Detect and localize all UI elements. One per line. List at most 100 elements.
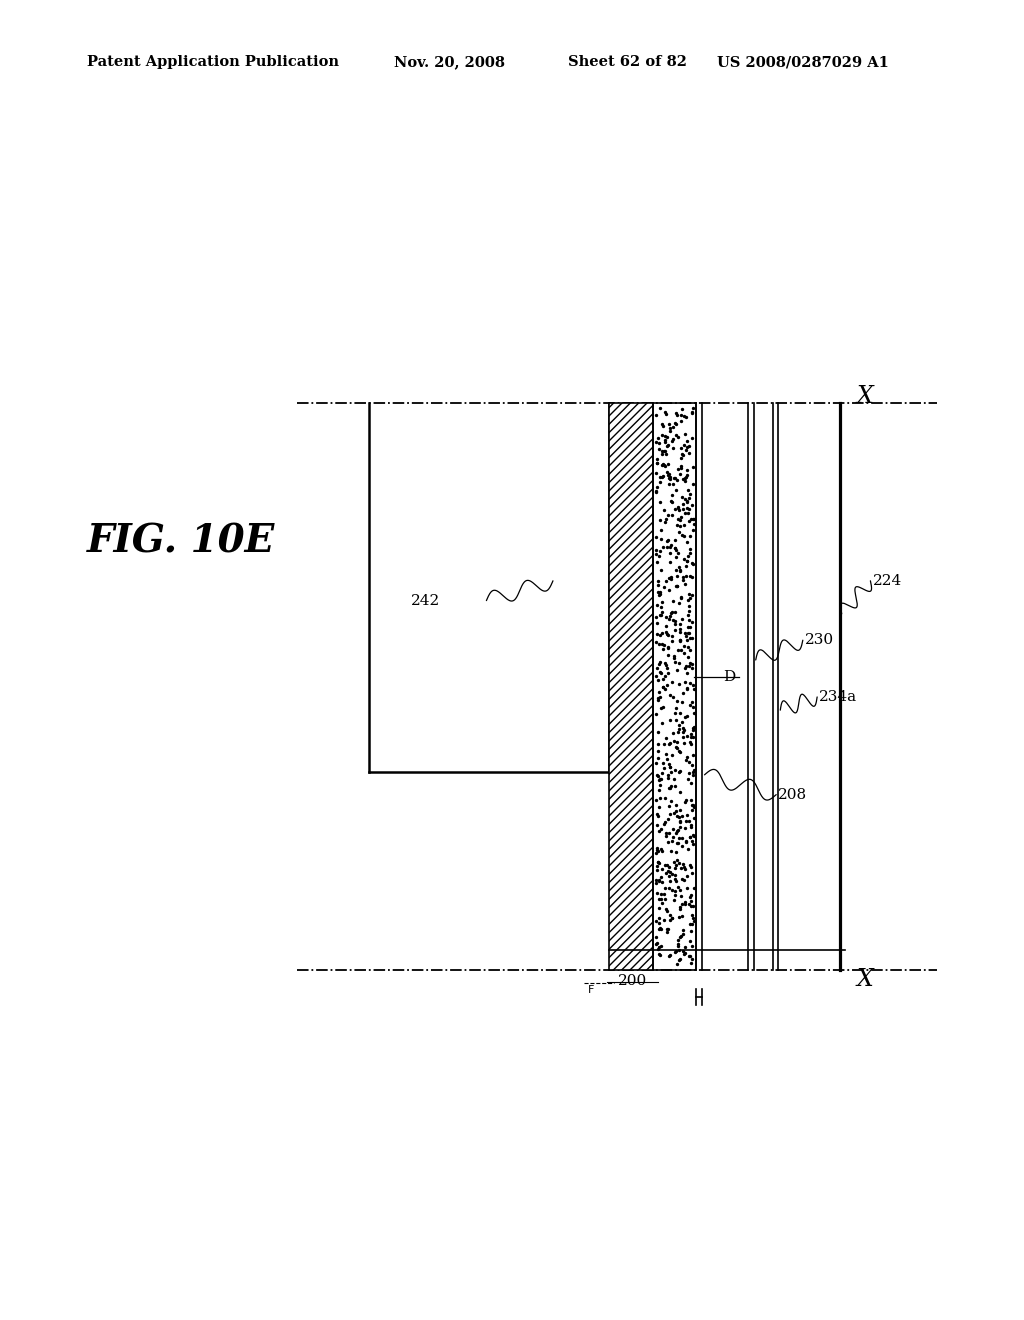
Point [673, 925, 689, 946]
Point [648, 552, 665, 573]
Point [662, 871, 678, 892]
Point [650, 779, 667, 800]
Point [664, 484, 680, 506]
Point [679, 747, 695, 768]
Point [679, 437, 695, 458]
Point [650, 851, 667, 873]
Point [652, 663, 669, 684]
Point [676, 636, 692, 657]
Point [669, 849, 685, 870]
Point [672, 896, 688, 917]
Point [652, 768, 669, 789]
Point [669, 833, 685, 854]
Point [669, 822, 685, 843]
Point [647, 480, 664, 502]
Point [664, 879, 680, 900]
Point [669, 690, 685, 711]
Point [665, 438, 681, 459]
Point [672, 593, 688, 614]
Point [671, 935, 687, 956]
Point [673, 587, 689, 609]
Point [680, 768, 696, 789]
Point [672, 810, 688, 832]
Point [652, 605, 669, 626]
Point [665, 610, 681, 631]
Point [677, 657, 693, 678]
Point [660, 857, 677, 878]
Point [667, 768, 683, 789]
Point [662, 463, 678, 484]
Point [652, 917, 669, 939]
Point [673, 510, 689, 531]
Point [669, 404, 685, 425]
Point [654, 591, 671, 612]
Point [666, 647, 682, 668]
Point [677, 655, 693, 676]
Point [667, 759, 683, 780]
Point [652, 838, 669, 859]
Point [668, 795, 684, 816]
Point [681, 583, 697, 605]
Point [659, 453, 676, 474]
Point [662, 469, 678, 490]
Point [684, 653, 700, 675]
Point [682, 816, 698, 837]
Point [672, 702, 688, 723]
Point [649, 804, 666, 825]
Point [657, 727, 674, 748]
Point [679, 546, 695, 568]
Point [666, 645, 682, 667]
Point [676, 405, 692, 426]
Point [669, 470, 685, 491]
Point [680, 479, 696, 500]
Point [674, 587, 690, 609]
Point [671, 762, 687, 783]
Point [665, 818, 681, 840]
Point [659, 434, 676, 455]
Point [672, 463, 688, 484]
Point [677, 672, 693, 693]
Point [668, 841, 684, 862]
Point [672, 817, 688, 838]
Point [662, 878, 678, 899]
Point [664, 908, 680, 929]
Point [685, 457, 701, 478]
Point [684, 755, 700, 776]
Text: 200: 200 [618, 974, 647, 989]
Point [678, 866, 694, 887]
Point [676, 515, 692, 536]
Point [651, 510, 668, 531]
Point [651, 770, 668, 791]
Point [649, 932, 666, 953]
Point [678, 565, 694, 586]
Point [681, 945, 697, 966]
Point [649, 688, 666, 709]
Point [657, 854, 674, 875]
Point [648, 927, 665, 948]
Point [679, 630, 695, 651]
Point [654, 413, 671, 434]
Point [682, 886, 698, 907]
Point [672, 630, 688, 651]
Point [660, 579, 677, 601]
Point [649, 883, 666, 904]
Point [658, 900, 675, 921]
Point [676, 643, 692, 664]
Point [683, 734, 699, 755]
Point [674, 894, 690, 915]
Point [662, 733, 678, 754]
Point [647, 843, 664, 865]
Point [673, 631, 689, 652]
Point [664, 566, 680, 587]
Point [679, 459, 695, 480]
Point [684, 862, 700, 883]
Point [658, 531, 675, 552]
Point [670, 498, 686, 519]
Point [667, 857, 683, 878]
Point [650, 733, 667, 754]
Point [664, 863, 680, 884]
Point [649, 594, 666, 615]
Point [648, 873, 665, 894]
Point [675, 469, 691, 490]
Point [656, 425, 673, 446]
